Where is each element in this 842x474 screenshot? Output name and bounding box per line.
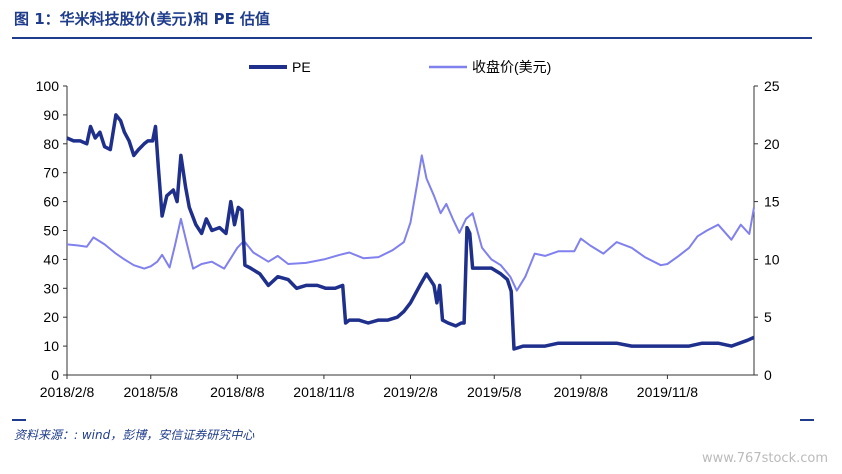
y-tick-label-left: 50 [43,223,59,239]
source-divider-right [800,419,814,421]
y-tick-label-right: 20 [764,136,780,152]
price-line [66,154,755,292]
legend-label-pe: PE [292,59,311,75]
y-tick-label-left: 10 [43,338,59,354]
y-tick-label-right: 10 [764,251,780,267]
plot-area: 0 10 20 30 40 50 60 70 80 90 100 0 5 10 15 20 25 2018/2/8… [36,59,780,400]
y-tick-label-left: 70 [43,165,59,181]
legend-label-price: 收盘价(美元) [472,59,551,75]
title-divider [12,37,812,39]
y-tick-label-right: 5 [764,309,772,325]
axes: 0 10 20 30 40 50 60 70 80 90 100 0 5 10 15 20 25 2018/2/8… [36,78,780,400]
y-tick-label-left: 20 [43,309,59,325]
x-tick-label: 2019/11/8 [637,384,698,400]
x-tick-label: 2019/8/8 [554,384,609,400]
pe-line [66,113,755,351]
figure-title: 图 1：华米科技股价(美元)和 PE 估值 [14,10,271,28]
y-tick-label-left: 30 [43,280,59,296]
y-tick-label-right: 15 [764,194,780,210]
y-tick-label-left: 40 [43,251,59,267]
x-tick-label: 2018/11/8 [293,384,354,400]
legend: PE 收盘价(美元) [249,59,551,75]
y-tick-label-left: 0 [51,367,59,383]
series-layer [66,113,755,351]
y-tick-label-left: 90 [43,107,59,123]
y-tick-label-left: 60 [43,194,59,210]
source-divider-left [12,419,26,421]
y-tick-label-right: 0 [764,367,772,383]
x-tick-label: 2019/5/8 [467,384,522,400]
source-note: 资料来源：: wind，彭博，安信证券研究中心 [14,428,255,442]
y-tick-label-left: 100 [36,78,60,94]
watermark: www.767stock.com [701,451,828,466]
x-tick-label: 2018/5/8 [124,384,179,400]
y-tick-label-right: 25 [764,78,780,94]
x-tick-label: 2019/2/8 [383,384,438,400]
y-tick-label-left: 80 [43,136,59,152]
x-tick-label: 2018/2/8 [40,384,95,400]
x-tick-label: 2018/8/8 [210,384,265,400]
